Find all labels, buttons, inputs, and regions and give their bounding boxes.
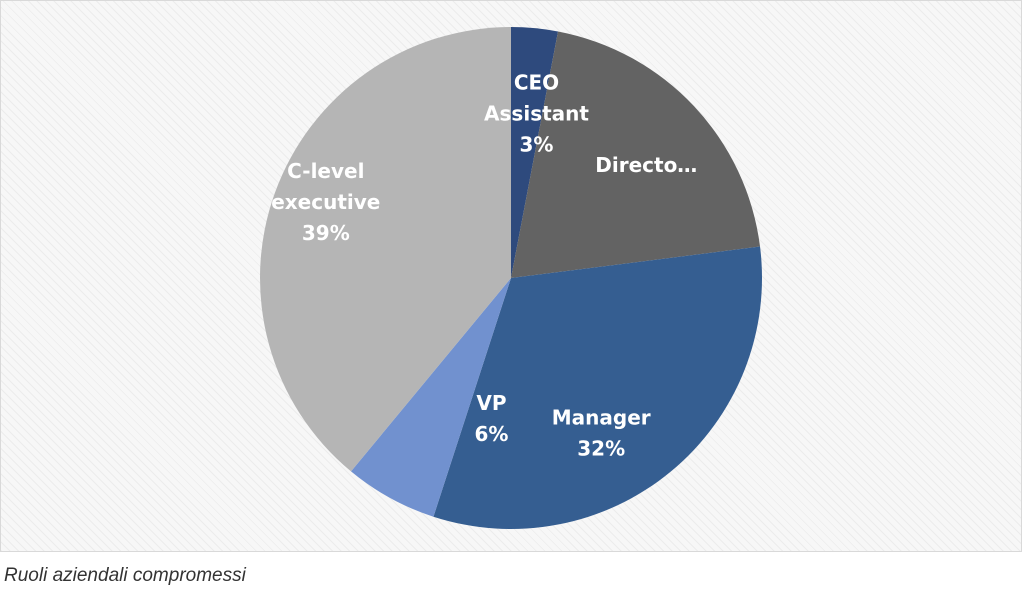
pie-chart: CEO Assistant 3%Directo… Manager 32% VP 6% C-le… [260, 27, 762, 530]
slice-label-ceo-assistant: CEO Assistant 3% [484, 71, 589, 157]
slice-label-manager: Manager 32% [552, 406, 651, 461]
chart-caption: Ruoli aziendali compromessi [4, 565, 246, 586]
slice-label-vp: VP 6% [475, 391, 509, 446]
slice-label-c-level-executive: C-level executive 39% [271, 159, 380, 245]
slice-label-director: Directo… [595, 153, 697, 177]
pie-slice-ceo-assistant [511, 27, 559, 278]
pie-slice-c-level-executive [260, 27, 511, 472]
pie-slice-manager [433, 246, 762, 530]
pie-slice-vp [351, 278, 511, 517]
chart-area: CEO Assistant 3% Directo… Manager 32% VP 6% C-le… [0, 0, 1022, 552]
pie-slice-director [511, 31, 761, 279]
